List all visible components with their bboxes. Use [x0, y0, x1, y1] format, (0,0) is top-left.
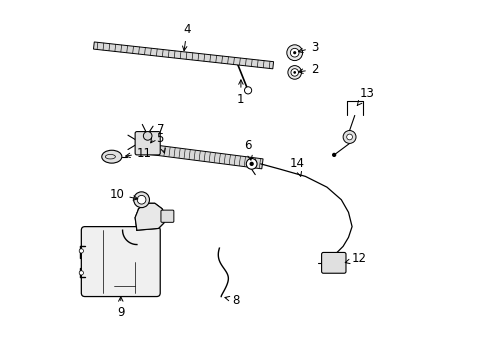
- Circle shape: [290, 48, 299, 57]
- Text: 2: 2: [298, 63, 318, 76]
- Text: 14: 14: [289, 157, 304, 176]
- Polygon shape: [136, 143, 263, 169]
- Circle shape: [290, 69, 298, 76]
- Circle shape: [331, 153, 336, 157]
- FancyBboxPatch shape: [321, 252, 346, 273]
- Circle shape: [249, 162, 253, 166]
- Circle shape: [286, 45, 302, 60]
- Text: 13: 13: [356, 87, 373, 105]
- Circle shape: [292, 51, 296, 54]
- Text: 7: 7: [150, 123, 164, 143]
- Text: 8: 8: [224, 294, 239, 307]
- Polygon shape: [135, 203, 165, 230]
- Text: 4: 4: [182, 23, 190, 51]
- FancyBboxPatch shape: [135, 132, 160, 155]
- Ellipse shape: [102, 150, 122, 163]
- Text: 6: 6: [244, 139, 252, 160]
- Circle shape: [79, 271, 83, 275]
- Text: 10: 10: [109, 188, 138, 201]
- Circle shape: [343, 131, 355, 143]
- Circle shape: [246, 158, 257, 169]
- Text: 9: 9: [117, 297, 124, 319]
- Circle shape: [137, 195, 145, 204]
- FancyBboxPatch shape: [81, 226, 160, 297]
- Text: 12: 12: [345, 252, 366, 265]
- Circle shape: [143, 132, 152, 140]
- Circle shape: [346, 134, 352, 140]
- Text: 11: 11: [125, 147, 152, 159]
- FancyBboxPatch shape: [161, 210, 174, 222]
- Circle shape: [79, 249, 83, 253]
- Circle shape: [293, 71, 295, 74]
- Circle shape: [244, 87, 251, 94]
- Polygon shape: [93, 42, 273, 69]
- Circle shape: [133, 192, 149, 208]
- Text: 3: 3: [298, 41, 318, 54]
- Circle shape: [287, 66, 301, 79]
- Text: 5: 5: [156, 132, 165, 153]
- Text: 1: 1: [237, 80, 244, 106]
